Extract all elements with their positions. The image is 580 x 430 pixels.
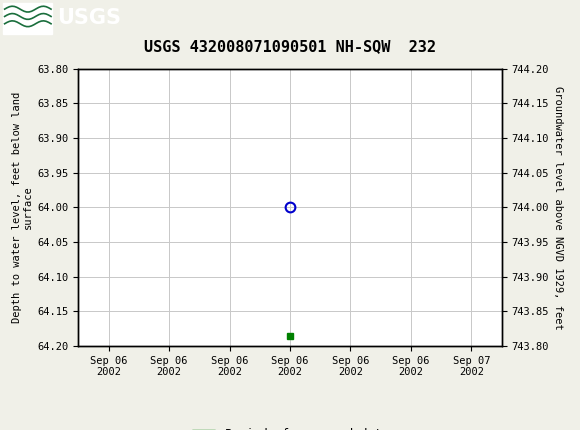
Text: USGS: USGS <box>57 8 121 28</box>
Y-axis label: Groundwater level above NGVD 1929, feet: Groundwater level above NGVD 1929, feet <box>553 86 563 329</box>
Text: USGS 432008071090501 NH-SQW  232: USGS 432008071090501 NH-SQW 232 <box>144 39 436 54</box>
Y-axis label: Depth to water level, feet below land
surface: Depth to water level, feet below land su… <box>12 92 33 323</box>
Legend: Period of approved data: Period of approved data <box>187 423 393 430</box>
Bar <box>3 3 52 34</box>
